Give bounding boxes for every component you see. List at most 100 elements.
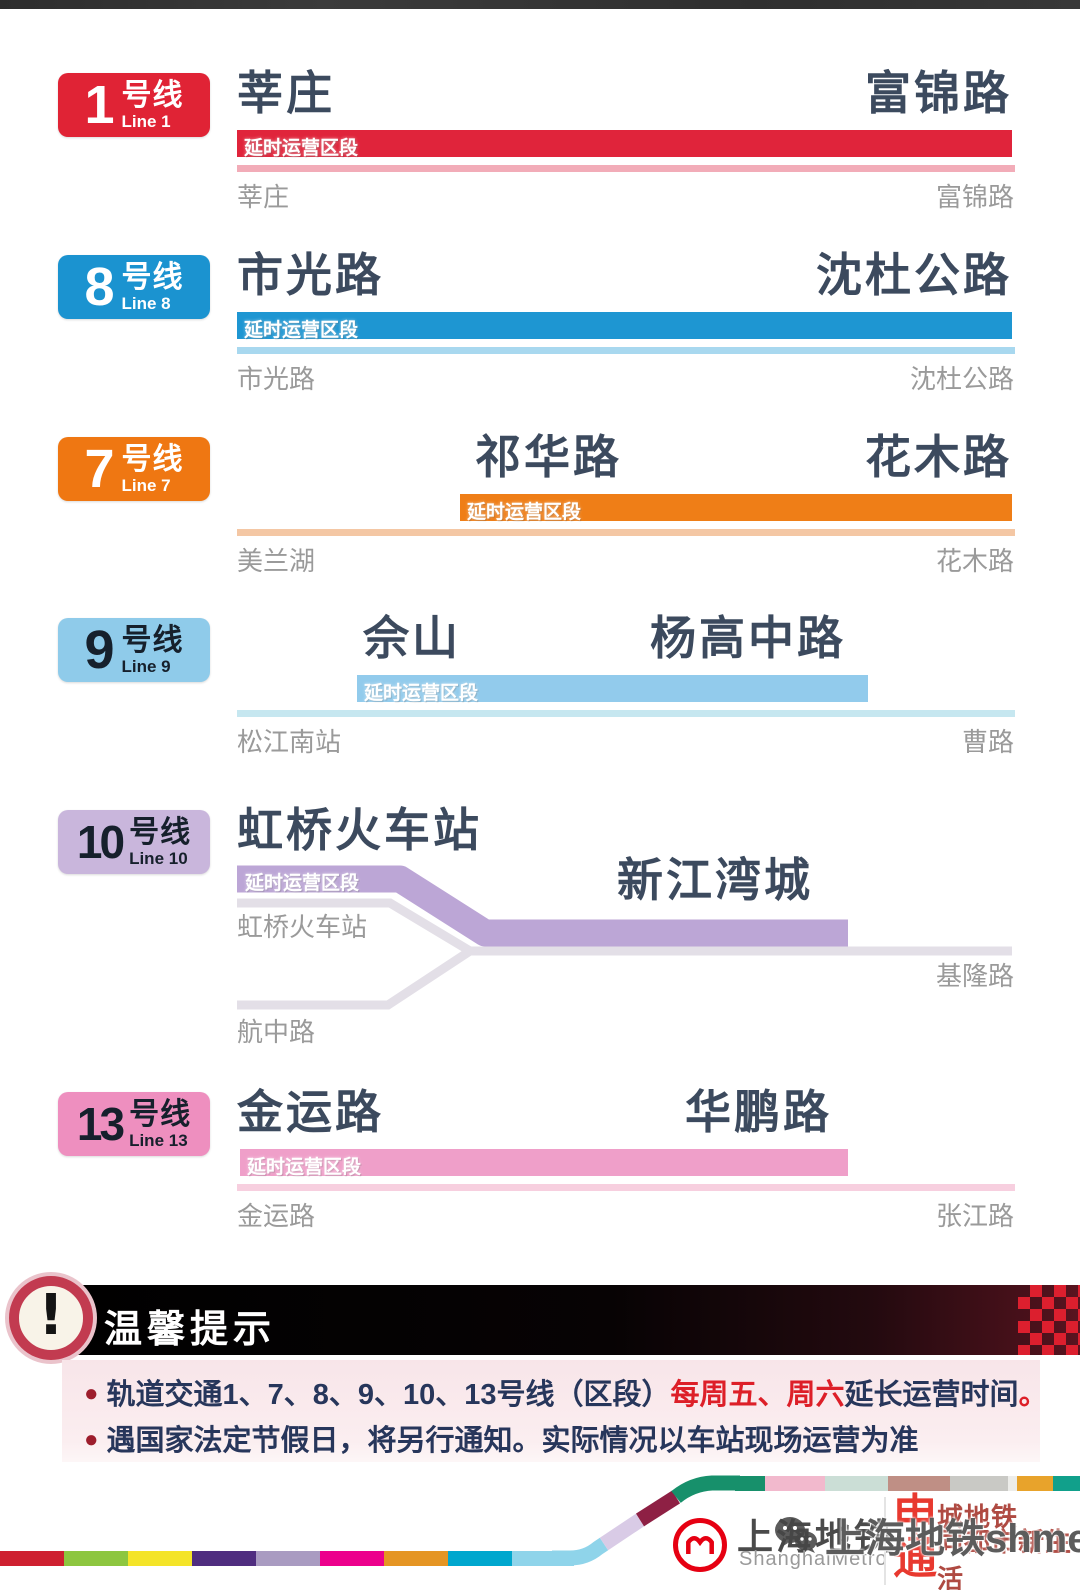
- line-13-row: 13 号线 Line 13 金运路 华鹏路 延时运营区段 金运路 张江路: [0, 1086, 1080, 1242]
- line-unit-label: 号线: [121, 442, 184, 476]
- footer-divider: [884, 1497, 886, 1585]
- station-label-end: 富锦路: [935, 182, 1014, 212]
- line-unit-label: 号线: [129, 815, 192, 849]
- slogan-big-char: 通: [893, 1533, 937, 1583]
- terminus-start: 莘庄: [237, 67, 335, 119]
- stripe-segment: [888, 1476, 950, 1491]
- line-1-badge: 1 号线 Line 1: [58, 73, 210, 137]
- line-unit-label: 号线: [121, 78, 184, 112]
- line-10-row: 10 号线 Line 10 虹桥火车站 新江湾城 延时运营区段 虹桥火车站 航中…: [0, 804, 1080, 1060]
- station-label-branch1: 虹桥火车站: [237, 912, 368, 942]
- terminus-end: 新江湾城: [617, 854, 813, 906]
- footer-stripe-top: [735, 1476, 1080, 1491]
- stripe-segment: [1053, 1476, 1080, 1491]
- line-9-row: 9 号线 Line 9 佘山 杨高中路 延时运营区段 松江南站 曹路: [0, 612, 1080, 768]
- extended-service-bar: 延时运营区段: [237, 130, 1012, 159]
- footer-stripe-bottom: [0, 1551, 574, 1566]
- line-7-row: 7 号线 Line 7 祁华路 花木路 延时运营区段 美兰湖 花木路: [0, 431, 1080, 587]
- stripe-segment: [825, 1476, 888, 1491]
- watermark-text: 上海地铁shmetro: [825, 1517, 1080, 1561]
- terminus-end: 沈杜公路: [816, 249, 1012, 301]
- stripe-segment: [128, 1551, 192, 1566]
- terminus-start: 佘山: [363, 612, 461, 664]
- line-english-label: Line 9: [121, 656, 171, 676]
- stripe-segment: [448, 1551, 512, 1566]
- line-english-label: Line 7: [121, 475, 171, 495]
- terminus-end: 富锦路: [865, 67, 1012, 119]
- extended-service-label: 延时运营区段: [364, 683, 479, 704]
- metro-m-glyph: [686, 1536, 714, 1554]
- footer-slogan: 申 城地铁 通 同都市新生活: [893, 1490, 1073, 1590]
- line-8-badge: 8 号线 Line 8: [58, 255, 210, 319]
- line-number: 13: [76, 1098, 125, 1150]
- station-label-end: 曹路: [961, 727, 1014, 757]
- station-label-end: 张江路: [935, 1201, 1014, 1231]
- line-unit-label: 号线: [121, 623, 184, 657]
- full-line-track: [237, 710, 1015, 717]
- extended-service-path: [237, 865, 848, 947]
- line-unit-label: 号线: [129, 1097, 192, 1131]
- extended-service-label: 延时运营区段: [244, 320, 359, 341]
- shanghai-metro-logo: [673, 1518, 727, 1572]
- line-english-label: Line 8: [121, 293, 171, 313]
- line-7-badge: 7 号线 Line 7: [58, 437, 210, 501]
- line-number: 9: [84, 620, 115, 680]
- line-9-badge: 9 号线 Line 9: [58, 618, 210, 682]
- line-number: 10: [76, 816, 125, 868]
- full-line-track: [237, 529, 1015, 536]
- stripe-segment: [64, 1551, 128, 1566]
- station-label-start: 市光路: [237, 364, 316, 394]
- checker-pattern: [1018, 1285, 1080, 1355]
- footer-stripe-curve: [552, 1475, 740, 1566]
- line-10-branch-diagram: [237, 865, 1012, 1010]
- extended-service-bar: 延时运营区段: [357, 675, 868, 704]
- line-english-label: Line 10: [129, 848, 188, 868]
- station-label-start: 美兰湖: [237, 546, 316, 576]
- stripe-segment: [765, 1476, 825, 1491]
- full-line-track: [237, 165, 1015, 172]
- extended-service-label: 延时运营区段: [244, 138, 359, 159]
- terminus-end: 花木路: [865, 431, 1012, 483]
- notice-line-2: ● 遇国家法定节假日，将另行通知。实际情况以车站现场运营为准: [84, 1425, 919, 1457]
- line-13-badge: 13 号线 Line 13: [58, 1092, 210, 1156]
- station-label-end: 沈杜公路: [909, 364, 1014, 394]
- full-line-track: [237, 1184, 1015, 1191]
- line-1-row: 1 号线 Line 1 莘庄 富锦路 延时运营区段 莘庄 富锦路: [0, 67, 1080, 223]
- bullet-icon: ●: [84, 1426, 99, 1453]
- station-label-start: 松江南站: [237, 727, 342, 757]
- extended-service-label: 延时运营区段: [467, 502, 582, 523]
- terminus-start: 金运路: [237, 1086, 384, 1138]
- line-number: 8: [84, 257, 115, 317]
- stripe-segment: [0, 1551, 64, 1566]
- stripe-segment: [1017, 1476, 1053, 1491]
- extended-service-bar: 延时运营区段: [460, 494, 1012, 523]
- station-label-end: 花木路: [935, 546, 1014, 576]
- stripe-segment: [1008, 1476, 1017, 1491]
- line-english-label: Line 1: [121, 111, 171, 131]
- exclamation-icon: !: [9, 1276, 93, 1360]
- station-label-branch2: 航中路: [237, 1017, 316, 1047]
- line-10-badge: 10 号线 Line 10: [58, 810, 210, 874]
- station-label-start: 金运路: [237, 1201, 316, 1231]
- line-number: 7: [84, 439, 115, 499]
- highlight-text: 每周五、周六: [670, 1379, 845, 1411]
- station-label-end: 基隆路: [935, 961, 1014, 991]
- stripe-segment: [384, 1551, 448, 1566]
- wechat-icon: [775, 1517, 817, 1553]
- full-line-track: [237, 347, 1015, 354]
- extended-service-label: 延时运营区段: [247, 1157, 362, 1178]
- notice-line-1: ● 轨道交通1、7、8、9、10、13号线（区段）每周五、周六延长运营时间。: [84, 1379, 1048, 1411]
- line-number: 1: [84, 75, 115, 135]
- logo-subtitle: ShanghaiMetro: [739, 1548, 888, 1570]
- bullet-icon: ●: [84, 1380, 99, 1407]
- extended-service-bar: 延时运营区段: [240, 1149, 848, 1178]
- notice-panel: ● 轨道交通1、7、8、9、10、13号线（区段）每周五、周六延长运营时间。 ● 遇…: [62, 1360, 1048, 1462]
- stripe-segment: [735, 1476, 765, 1491]
- terminus-start: 市光路: [237, 249, 384, 301]
- station-label-start: 莘庄: [237, 182, 290, 212]
- terminus-end: 华鹏路: [685, 1086, 832, 1138]
- line-unit-label: 号线: [121, 260, 184, 294]
- line-8-row: 8 号线 Line 8 市光路 沈杜公路 延时运营区段 市光路 沈杜公路: [0, 249, 1080, 405]
- extended-service-label: 延时运营区段: [245, 873, 360, 894]
